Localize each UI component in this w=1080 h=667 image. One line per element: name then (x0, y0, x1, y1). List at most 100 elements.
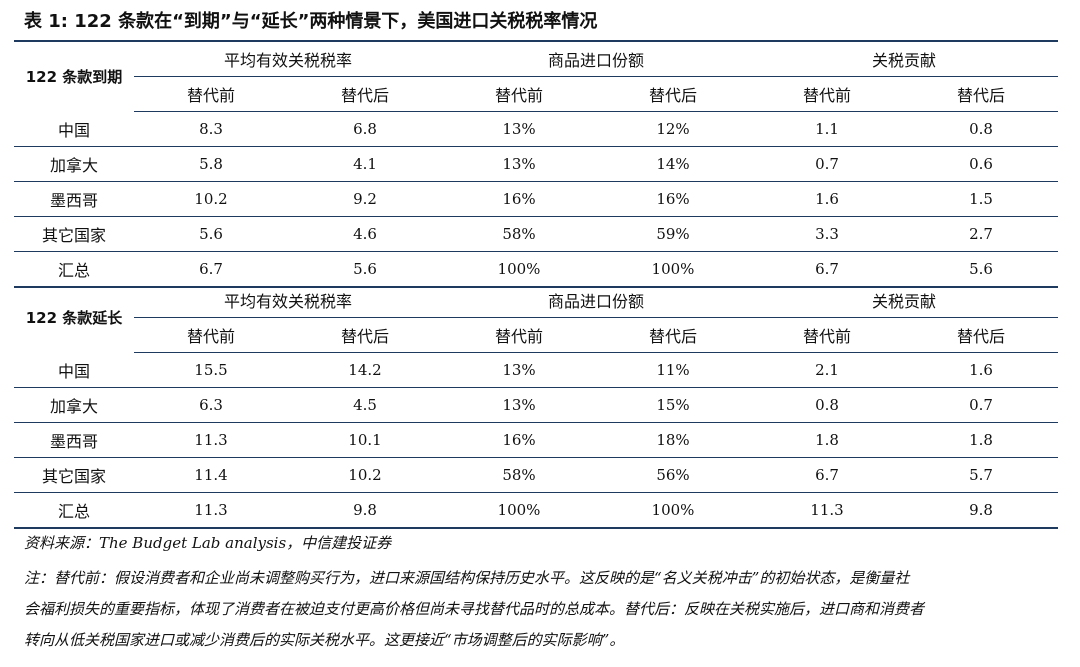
table-cell: 0.6 (904, 146, 1058, 182)
table-cell: 1.8 (904, 422, 1058, 458)
table-cell: 5.6 (288, 251, 442, 288)
table-cell: 1.1 (750, 111, 904, 147)
sub-header-after: 替代后 (288, 76, 442, 112)
table-cell: 6.8 (288, 111, 442, 147)
row-label: 中国 (14, 111, 134, 147)
table-cell: 12% (596, 111, 750, 147)
group-header-import-share: 商品进口份额 (442, 40, 750, 77)
table-row: 墨西哥 10.2 9.2 16% 16% 1.6 1.5 (14, 181, 1058, 217)
table-cell: 1.6 (904, 352, 1058, 388)
table-cell: 13% (442, 146, 596, 182)
table-row: 汇总 11.3 9.8 100% 100% 11.3 9.8 (14, 492, 1058, 529)
table-cell: 5.6 (134, 216, 288, 252)
section-label: 122 条款延长 (25, 309, 123, 328)
table-cell: 11.3 (134, 422, 288, 458)
table-cell: 4.1 (288, 146, 442, 182)
row-label: 其它国家 (14, 216, 134, 252)
table-cell: 4.6 (288, 216, 442, 252)
row-label: 汇总 (14, 492, 134, 529)
table-cell: 3.3 (750, 216, 904, 252)
row-label: 墨西哥 (14, 422, 134, 458)
sub-header-after: 替代后 (904, 76, 1058, 112)
table-cell: 9.2 (288, 181, 442, 217)
table-cell: 100% (442, 492, 596, 529)
table-cell: 100% (596, 251, 750, 288)
sub-header-after: 替代后 (596, 317, 750, 353)
table-row: 其它国家 11.4 10.2 58% 56% 6.7 5.7 (14, 457, 1058, 493)
table-cell: 1.5 (904, 181, 1058, 217)
sub-header-before: 替代前 (134, 76, 288, 112)
table-cell: 6.7 (750, 251, 904, 288)
table-row: 加拿大 5.8 4.1 13% 14% 0.7 0.6 (14, 146, 1058, 182)
table-cell: 9.8 (904, 492, 1058, 529)
table-cell: 6.7 (750, 457, 904, 493)
table-cell: 5.8 (134, 146, 288, 182)
table-cell: 14% (596, 146, 750, 182)
table-cell: 13% (442, 111, 596, 147)
table-row: 加拿大 6.3 4.5 13% 15% 0.8 0.7 (14, 387, 1058, 423)
sub-header-after: 替代后 (596, 76, 750, 112)
row-label: 加拿大 (14, 146, 134, 182)
table-row: 汇总 6.7 5.6 100% 100% 6.7 5.6 (14, 251, 1058, 288)
table-cell: 58% (442, 457, 596, 493)
table-cell: 16% (442, 181, 596, 217)
table-cell: 11.4 (134, 457, 288, 493)
table-cell: 9.8 (288, 492, 442, 529)
table-cell: 2.1 (750, 352, 904, 388)
sub-header-after: 替代后 (288, 317, 442, 353)
table-cell: 1.6 (750, 181, 904, 217)
table-cell: 0.7 (904, 387, 1058, 423)
table-cell: 0.8 (904, 111, 1058, 147)
table-cell: 6.7 (134, 251, 288, 288)
table-cell: 10.1 (288, 422, 442, 458)
section-label: 122 条款到期 (14, 40, 134, 112)
table-cell: 1.8 (750, 422, 904, 458)
table-cell: 15% (596, 387, 750, 423)
table-cell: 13% (442, 387, 596, 423)
sub-header-before: 替代前 (442, 76, 596, 112)
table-cell: 56% (596, 457, 750, 493)
table-cell: 16% (442, 422, 596, 458)
table-cell: 15.5 (134, 352, 288, 388)
table-cell: 10.2 (288, 457, 442, 493)
table-cell: 11.3 (750, 492, 904, 529)
table-cell: 11.3 (134, 492, 288, 529)
table-cell: 0.8 (750, 387, 904, 423)
sub-header-after: 替代后 (904, 317, 1058, 353)
sub-header-before: 替代前 (750, 76, 904, 112)
table-cell: 100% (442, 251, 596, 288)
table-cell: 8.3 (134, 111, 288, 147)
row-label: 中国 (14, 352, 134, 388)
table-cell: 5.6 (904, 251, 1058, 288)
table-row: 中国 15.5 14.2 13% 11% 2.1 1.6 (14, 352, 1058, 388)
group-header-tariff-contribution: 关税贡献 (750, 40, 1058, 77)
row-label: 汇总 (14, 251, 134, 288)
table-cell: 16% (596, 181, 750, 217)
row-label: 墨西哥 (14, 181, 134, 217)
table-row: 其它国家 5.6 4.6 58% 59% 3.3 2.7 (14, 216, 1058, 252)
table-cell: 5.7 (904, 457, 1058, 493)
table-cell: 59% (596, 216, 750, 252)
table-cell: 13% (442, 352, 596, 388)
table-row: 中国 8.3 6.8 13% 12% 1.1 0.8 (14, 111, 1058, 147)
row-label: 加拿大 (14, 387, 134, 423)
note-line: 转向从低关税国家进口或减少消费后的实际关税水平。这更接近“市场调整后的实际影响”… (24, 631, 625, 649)
source-note: 资料来源：The Budget Lab analysis，中信建投证券 (24, 534, 392, 552)
table-cell: 2.7 (904, 216, 1058, 252)
tariff-table-extension: 122 条款延长 平均有效关税税率 商品进口份额 关税贡献 替代前 替代后 替代… (14, 283, 1058, 529)
group-header-avg-rate: 平均有效关税税率 (134, 283, 442, 318)
table-cell: 58% (442, 216, 596, 252)
table-cell: 6.3 (134, 387, 288, 423)
sub-header-before: 替代前 (750, 317, 904, 353)
table-cell: 14.2 (288, 352, 442, 388)
table-cell: 10.2 (134, 181, 288, 217)
table-cell: 18% (596, 422, 750, 458)
note-line: 注：替代前：假设消费者和企业尚未调整购买行为，进口来源国结构保持历史水平。这反映… (24, 569, 910, 587)
group-header-avg-rate: 平均有效关税税率 (134, 40, 442, 77)
sub-header-before: 替代前 (134, 317, 288, 353)
table-cell: 100% (596, 492, 750, 529)
row-label: 其它国家 (14, 457, 134, 493)
sub-header-before: 替代前 (442, 317, 596, 353)
group-header-tariff-contribution: 关税贡献 (750, 283, 1058, 318)
table-cell: 4.5 (288, 387, 442, 423)
